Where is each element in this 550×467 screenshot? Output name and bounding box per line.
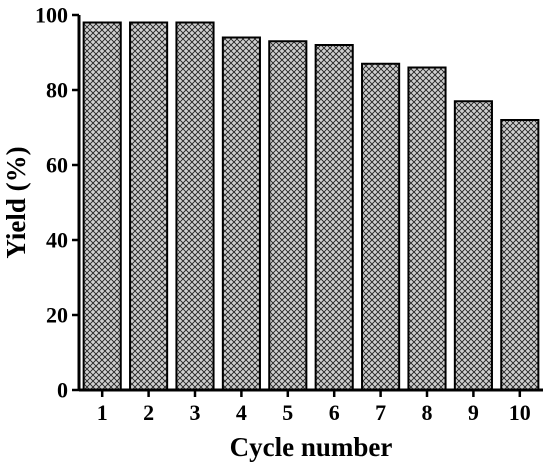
x-tick-label-8: 8 xyxy=(422,400,433,425)
y-tick-label-40: 40 xyxy=(46,228,68,253)
x-tick-label-1: 1 xyxy=(97,400,108,425)
bar-cycle-7 xyxy=(361,62,401,391)
x-tick-label-2: 2 xyxy=(143,400,154,425)
bar-cycle-6 xyxy=(314,44,354,391)
x-tick-label-10: 10 xyxy=(509,400,531,425)
y-tick-label-60: 60 xyxy=(46,153,68,178)
x-tick-label-9: 9 xyxy=(468,400,479,425)
x-tick-label-4: 4 xyxy=(236,400,247,425)
x-tick-label-3: 3 xyxy=(190,400,201,425)
y-axis-title: Yield (%) xyxy=(1,146,31,258)
y-tick-label-80: 80 xyxy=(46,78,68,103)
bar-cycle-8 xyxy=(407,66,447,391)
bar-cycle-4 xyxy=(221,36,261,391)
bar-cycle-5 xyxy=(268,40,308,391)
y-ticks-group: 0 20 40 60 80 100 xyxy=(35,3,79,403)
bar-cycle-3 xyxy=(175,21,215,391)
bars-group xyxy=(82,21,540,391)
axes-group xyxy=(77,15,543,392)
x-tick-label-5: 5 xyxy=(282,400,293,425)
bar-cycle-9 xyxy=(453,100,493,391)
y-tick-label-20: 20 xyxy=(46,303,68,328)
x-tick-label-7: 7 xyxy=(375,400,386,425)
bar-cycle-1 xyxy=(82,21,122,391)
bar-cycle-10 xyxy=(500,119,540,391)
x-axis-title: Cycle number xyxy=(230,432,393,462)
y-tick-label-100: 100 xyxy=(35,3,68,28)
x-tick-label-6: 6 xyxy=(329,400,340,425)
x-ticks-group: 1 2 3 4 5 6 7 8 9 10 xyxy=(97,390,531,425)
bar-cycle-2 xyxy=(129,21,169,391)
y-tick-label-0: 0 xyxy=(57,378,68,403)
